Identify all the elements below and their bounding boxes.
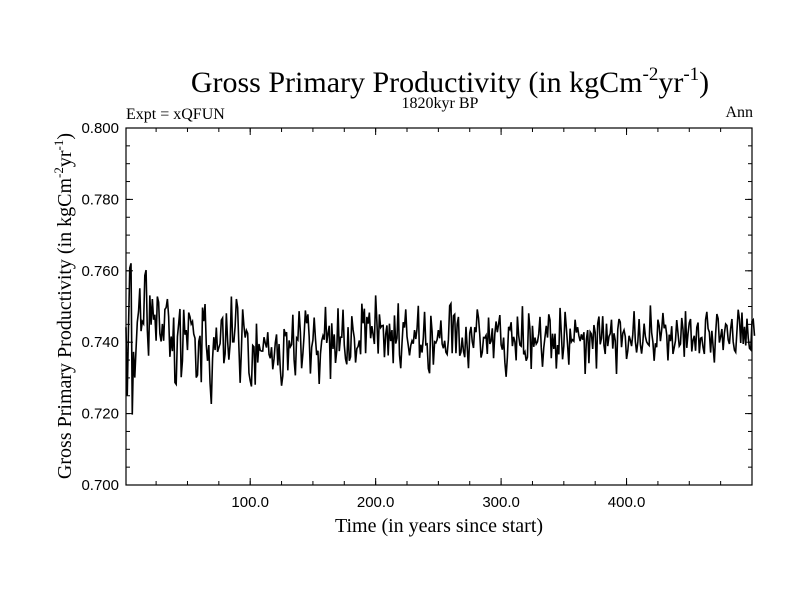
experiment-label: Expt = xQFUN [126, 106, 225, 123]
y-tick-label: 0.800 [81, 120, 119, 137]
y-tick-label: 0.720 [81, 406, 119, 423]
chart-subtitle: 1820kyr BP [402, 95, 479, 112]
y-axis-label: Gross Primary Productivity (in kgCm-2yr-… [51, 133, 76, 479]
ylabel-sup-2: -1 [51, 140, 66, 151]
y-tick-label: 0.780 [81, 191, 119, 208]
x-axis-ticks: 100.0 200.0 300.0 400.0 [155, 128, 722, 511]
title-mid: yr [658, 66, 683, 99]
plot-frame [125, 127, 753, 486]
title-sup-2: -1 [683, 64, 699, 85]
y-tick-label: 0.700 [81, 477, 119, 494]
ylabel-main: Gross Primary Productivity (in kgCm [54, 178, 76, 480]
series-layer [125, 263, 756, 415]
x-axis-label: Time (in years since start) [335, 515, 543, 537]
title-end: ) [699, 66, 709, 99]
ylabel-sup-1: -2 [51, 167, 66, 178]
x-tick-label: 400.0 [608, 494, 646, 511]
series-line [125, 263, 756, 415]
title-sup-1: -2 [643, 64, 659, 85]
ylabel-end: ) [54, 133, 76, 140]
title-main: Gross Primary Productivity (in kgCm [191, 66, 643, 99]
y-tick-label: 0.760 [81, 263, 119, 280]
y-tick-label: 0.740 [81, 334, 119, 351]
ylabel-mid: yr [54, 150, 76, 167]
x-tick-label: 300.0 [482, 494, 520, 511]
chart-title: Gross Primary Productivity (in kgCm-2yr-… [191, 64, 709, 99]
x-tick-label: 200.0 [357, 494, 395, 511]
season-label: Ann [725, 104, 753, 121]
y-axis-ticks: 0.700 0.720 0.740 0.760 0.780 0.800 [81, 120, 752, 494]
x-tick-label: 100.0 [231, 494, 269, 511]
